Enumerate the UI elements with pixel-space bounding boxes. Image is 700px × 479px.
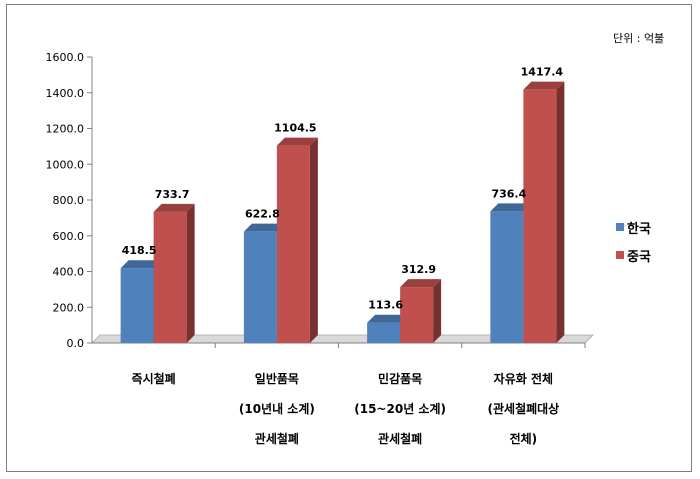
category-label: 민감품목 bbox=[378, 371, 422, 386]
category-label: 자유화 전체 bbox=[494, 371, 553, 386]
data-label: 1417.4 bbox=[521, 66, 564, 79]
bar-korea bbox=[243, 231, 277, 343]
y-tick-label: 400.0 bbox=[53, 266, 85, 279]
data-label: 622.8 bbox=[245, 208, 280, 221]
chart-svg: 0.0 200.0 400.0 600.0 800.0 1000.0 1200.0 1400.… bbox=[46, 32, 665, 446]
legend-swatch-korea bbox=[616, 223, 624, 231]
bar-china bbox=[400, 287, 434, 343]
bar-korea bbox=[490, 211, 524, 343]
bar-china bbox=[276, 145, 310, 343]
category-label: 즉시철폐 bbox=[132, 371, 176, 386]
bar-china bbox=[153, 211, 187, 343]
bar-top-korea bbox=[490, 203, 532, 212]
bar-top-korea bbox=[243, 223, 285, 232]
bar-top-korea bbox=[367, 314, 409, 323]
legend-swatch-china bbox=[616, 251, 624, 259]
axis-layer: 0.0 200.0 400.0 600.0 800.0 1000.0 1200.0 1400.… bbox=[46, 51, 594, 350]
bar-side-china bbox=[309, 137, 318, 343]
bar-korea bbox=[367, 322, 401, 343]
bar-top-china bbox=[400, 279, 442, 288]
category-label: 관세철폐 bbox=[378, 431, 422, 446]
legend-label-china: 중국 bbox=[627, 250, 651, 265]
category-label: (15~20년 소계) bbox=[354, 401, 446, 416]
category-label: 일반품목 bbox=[255, 371, 299, 386]
bar-top-china bbox=[523, 81, 565, 90]
y-tick-label: 800.0 bbox=[53, 194, 85, 207]
bar-layer bbox=[120, 81, 565, 344]
data-label: 113.6 bbox=[368, 299, 403, 312]
y-tick-label: 600.0 bbox=[53, 230, 85, 243]
bar-top-korea bbox=[120, 260, 162, 269]
unit-note: 단위 : 억불 bbox=[613, 32, 664, 45]
category-label: (관세철폐대상 bbox=[488, 401, 560, 416]
bar-side-china bbox=[556, 81, 565, 344]
data-label: 312.9 bbox=[401, 263, 436, 276]
bar-korea bbox=[120, 268, 154, 343]
category-label: (10년내 소계) bbox=[239, 401, 315, 416]
bar-side-china bbox=[433, 279, 442, 343]
bar-china bbox=[523, 89, 557, 344]
chart-frame: 0.0 200.0 400.0 600.0 800.0 1000.0 1200.0 1400.… bbox=[6, 4, 692, 472]
data-label: 418.5 bbox=[122, 244, 157, 257]
category-label: 전체) bbox=[510, 431, 538, 446]
category-label: 관세철폐 bbox=[255, 431, 299, 446]
bar-top-china bbox=[153, 203, 195, 212]
y-tick-label: 0.0 bbox=[67, 337, 85, 350]
y-tick-label: 1400.0 bbox=[46, 87, 85, 100]
bar-side-china bbox=[186, 203, 195, 343]
y-tick-label: 200.0 bbox=[53, 301, 85, 314]
label-layer: 418.5 733.7 즉시철폐 622.8 1104.5 일반품목 (10년내 소계) 관세… bbox=[122, 66, 564, 446]
y-tick-label: 1600.0 bbox=[46, 51, 85, 64]
y-tick-label: 1200.0 bbox=[46, 123, 85, 136]
legend-label-korea: 한국 bbox=[627, 221, 651, 237]
y-tick-label: 1000.0 bbox=[46, 158, 85, 171]
bar-top-china bbox=[276, 137, 318, 146]
data-label: 1104.5 bbox=[274, 122, 316, 135]
data-label: 736.4 bbox=[491, 187, 526, 200]
data-label: 733.7 bbox=[155, 188, 190, 201]
